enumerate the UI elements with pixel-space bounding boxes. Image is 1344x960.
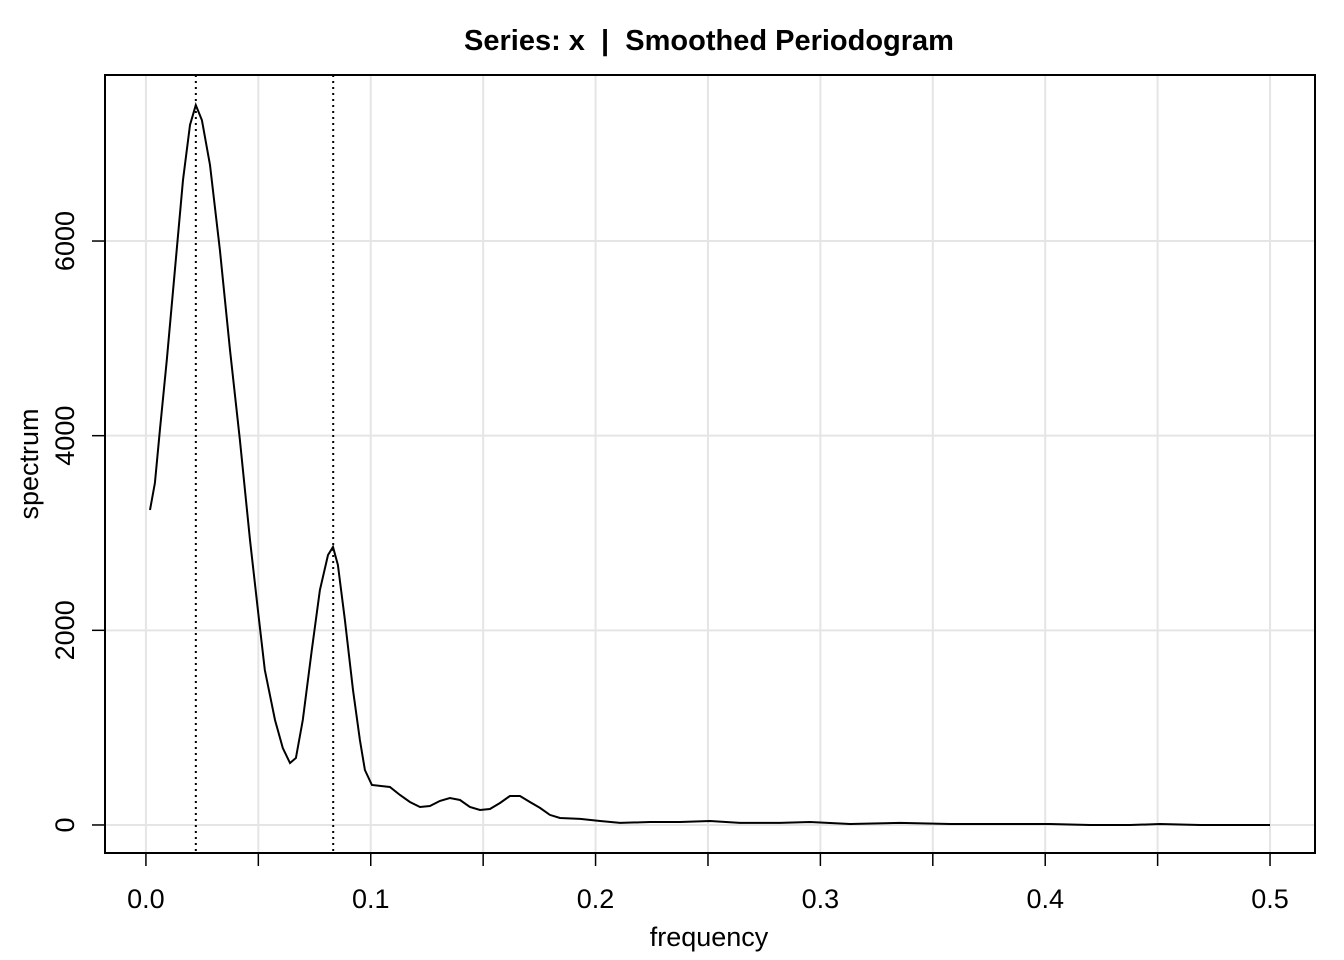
x-tick-label: 0.0 <box>127 884 165 914</box>
x-tick-label: 0.5 <box>1251 884 1289 914</box>
x-axis-label: frequency <box>650 922 769 952</box>
spectrum-line <box>149 102 1270 826</box>
y-axis-label: spectrum <box>14 408 44 519</box>
y-tick-label: 6000 <box>50 211 80 271</box>
y-tick-label: 4000 <box>50 406 80 466</box>
x-tick-label: 0.1 <box>352 884 390 914</box>
chart-title: Series: x | Smoothed Periodogram <box>464 25 954 57</box>
y-tick-label: 2000 <box>50 600 80 660</box>
x-tick-label: 0.4 <box>1026 884 1064 914</box>
y-tick-label: 0 <box>50 817 80 832</box>
x-tick-label: 0.3 <box>802 884 840 914</box>
plot-frame <box>104 74 1316 854</box>
x-tick-label: 0.2 <box>577 884 615 914</box>
